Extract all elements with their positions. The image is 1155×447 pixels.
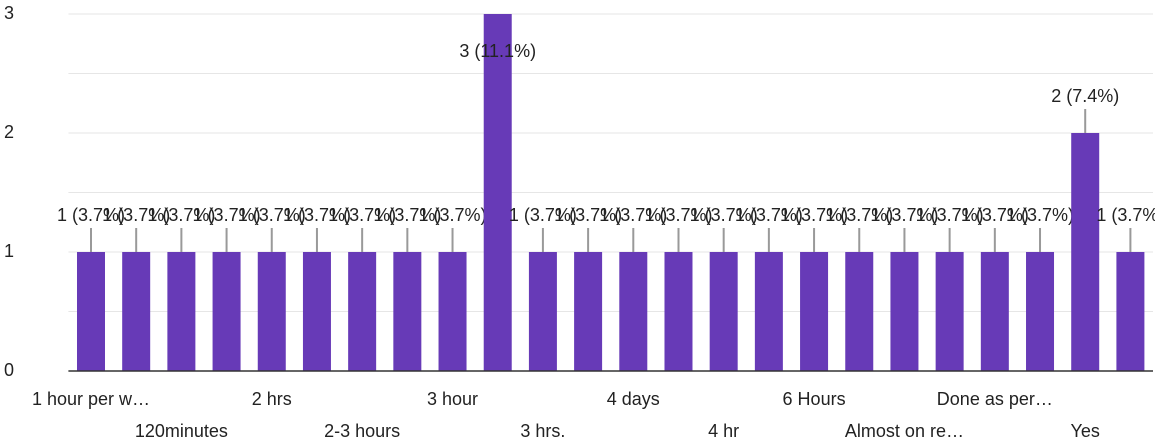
bar <box>212 252 241 371</box>
x-tick-label: 3 hrs. <box>520 421 565 441</box>
bar <box>122 252 151 371</box>
bar <box>528 252 557 371</box>
bar <box>302 252 331 371</box>
bar <box>574 252 603 371</box>
bar <box>76 252 105 371</box>
data-label: 1 (3.7%) <box>780 205 848 225</box>
x-tick-label: 3 hour <box>427 389 478 409</box>
x-tick-label: Yes <box>1071 421 1100 441</box>
y-tick-label: 2 <box>4 122 14 142</box>
x-tick-label: 4 hr <box>708 421 739 441</box>
data-label: 1 (3.7%) <box>690 205 758 225</box>
bar <box>1116 252 1145 371</box>
bar <box>664 252 693 371</box>
data-label: 1 (3.7%) <box>373 205 441 225</box>
data-label: 1 (3.7%) <box>193 205 261 225</box>
bar <box>980 252 1009 371</box>
data-label: 1 (3.7%) <box>554 205 622 225</box>
data-label: 1 (3.7%) <box>102 205 170 225</box>
data-label: 2 (7.4%) <box>1051 86 1119 106</box>
bar <box>257 252 286 371</box>
bar <box>1026 252 1055 371</box>
bar <box>167 252 196 371</box>
bar <box>800 252 829 371</box>
y-tick-label: 1 <box>4 241 14 261</box>
bar <box>393 252 422 371</box>
data-label: 1 (3.7%) <box>825 205 893 225</box>
x-tick-label: 1 hour per w… <box>32 389 150 409</box>
y-tick-label: 0 <box>4 360 14 380</box>
data-label: 1 (3.7%) <box>1006 205 1074 225</box>
x-tick-label: Almost on re… <box>845 421 964 441</box>
bar <box>1071 133 1100 371</box>
x-tick-label: 120minutes <box>135 421 228 441</box>
data-label: 1 (3.7%) <box>238 205 306 225</box>
data-label: 1 (3.7%) <box>1096 205 1155 225</box>
data-label: 3 (11.1%) <box>459 41 536 61</box>
x-tick-label: 4 days <box>607 389 660 409</box>
data-label: 1 (3.7%) <box>419 205 487 225</box>
bar <box>438 252 467 371</box>
data-label: 1 (3.7%) <box>283 205 351 225</box>
bar <box>935 252 964 371</box>
bar <box>483 14 512 371</box>
bar <box>754 252 783 371</box>
x-tick-label: Done as per… <box>937 389 1053 409</box>
data-label: 1 (3.7%) <box>147 205 215 225</box>
data-label: 1 (3.7%) <box>57 205 125 225</box>
bar <box>845 252 874 371</box>
data-label: 1 (3.7%) <box>961 205 1029 225</box>
data-label: 1 (3.7%) <box>509 205 577 225</box>
data-label: 1 (3.7%) <box>735 205 803 225</box>
data-label: 1 (3.7%) <box>916 205 984 225</box>
x-tick-label: 6 Hours <box>783 389 846 409</box>
bar <box>348 252 377 371</box>
bar <box>890 252 919 371</box>
data-label: 1 (3.7%) <box>599 205 667 225</box>
y-tick-label: 3 <box>4 3 14 23</box>
x-tick-label: 2 hrs <box>252 389 292 409</box>
data-label: 1 (3.7%) <box>644 205 712 225</box>
x-tick-label: 2-3 hours <box>324 421 400 441</box>
data-label: 1 (3.7%) <box>870 205 938 225</box>
bar <box>619 252 648 371</box>
data-label: 1 (3.7%) <box>328 205 396 225</box>
bar <box>709 252 738 371</box>
